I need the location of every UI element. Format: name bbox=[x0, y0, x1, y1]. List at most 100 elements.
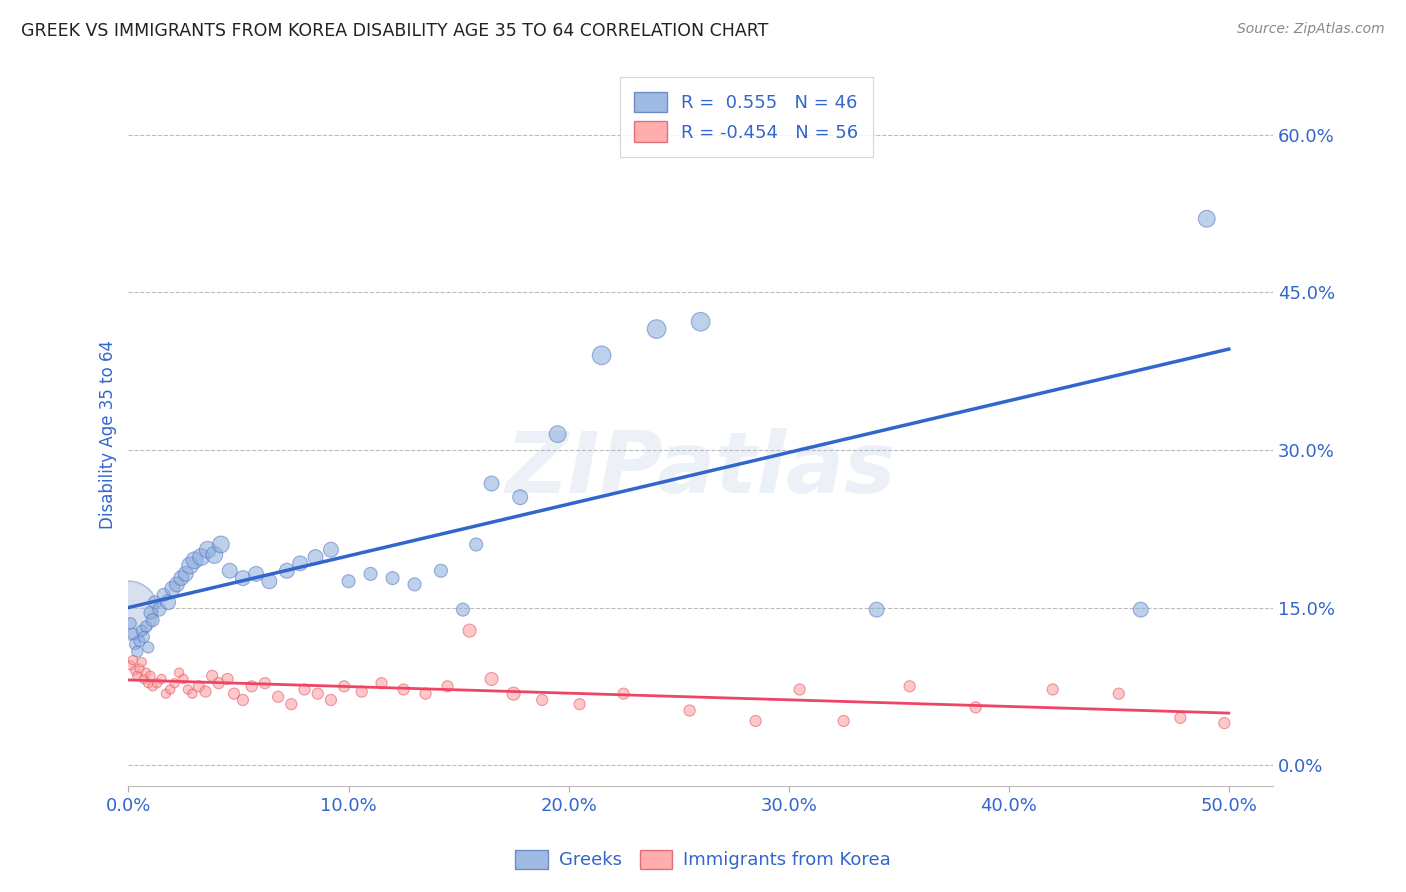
Point bbox=[217, 672, 239, 686]
Point bbox=[1108, 687, 1130, 701]
Point bbox=[547, 427, 569, 442]
Point bbox=[159, 682, 181, 697]
Point bbox=[157, 595, 180, 609]
Point bbox=[319, 542, 342, 557]
Point bbox=[142, 613, 165, 627]
Point bbox=[350, 684, 373, 698]
Point bbox=[232, 571, 254, 585]
Point bbox=[337, 574, 360, 589]
Point bbox=[183, 553, 205, 567]
Point bbox=[155, 687, 177, 701]
Point bbox=[866, 602, 889, 616]
Point bbox=[415, 687, 437, 701]
Point bbox=[177, 682, 200, 697]
Point bbox=[132, 630, 155, 644]
Point bbox=[135, 665, 157, 680]
Point bbox=[458, 624, 481, 638]
Point bbox=[128, 661, 150, 675]
Point bbox=[218, 564, 240, 578]
Point bbox=[127, 669, 149, 683]
Point bbox=[898, 679, 921, 693]
Point bbox=[965, 700, 987, 714]
Point bbox=[190, 550, 212, 565]
Point bbox=[502, 687, 524, 701]
Point bbox=[531, 693, 554, 707]
Point bbox=[294, 682, 316, 697]
Point bbox=[240, 679, 263, 693]
Point bbox=[1129, 602, 1152, 616]
Point bbox=[288, 557, 311, 571]
Point bbox=[139, 669, 162, 683]
Point bbox=[128, 634, 150, 648]
Legend: R =  0.555   N = 46, R = -0.454   N = 56: R = 0.555 N = 46, R = -0.454 N = 56 bbox=[620, 77, 873, 157]
Point bbox=[232, 693, 254, 707]
Point bbox=[142, 679, 165, 693]
Point bbox=[381, 571, 404, 585]
Point bbox=[1213, 716, 1236, 731]
Point bbox=[645, 322, 668, 336]
Point bbox=[127, 645, 149, 659]
Point bbox=[202, 548, 225, 562]
Point bbox=[1195, 211, 1218, 226]
Point bbox=[430, 564, 453, 578]
Point bbox=[208, 676, 231, 690]
Point bbox=[280, 697, 302, 711]
Text: ZIPatlas: ZIPatlas bbox=[506, 428, 896, 511]
Point bbox=[392, 682, 415, 697]
Point bbox=[678, 704, 700, 718]
Point bbox=[163, 676, 186, 690]
Text: Source: ZipAtlas.com: Source: ZipAtlas.com bbox=[1237, 22, 1385, 37]
Point bbox=[124, 637, 146, 651]
Point bbox=[253, 676, 276, 690]
Point bbox=[509, 490, 531, 504]
Point bbox=[181, 687, 204, 701]
Point bbox=[789, 682, 811, 697]
Point bbox=[194, 684, 217, 698]
Point bbox=[120, 658, 142, 673]
Point bbox=[224, 687, 246, 701]
Point bbox=[117, 602, 139, 616]
Point bbox=[451, 602, 474, 616]
Point bbox=[173, 672, 195, 686]
Point bbox=[259, 574, 281, 589]
Point bbox=[209, 537, 232, 551]
Point bbox=[267, 690, 290, 704]
Point bbox=[436, 679, 458, 693]
Point bbox=[170, 571, 193, 585]
Point bbox=[1042, 682, 1064, 697]
Legend: Greeks, Immigrants from Korea: Greeks, Immigrants from Korea bbox=[506, 841, 900, 879]
Point bbox=[613, 687, 636, 701]
Point bbox=[152, 588, 174, 602]
Point bbox=[404, 577, 426, 591]
Point bbox=[150, 672, 173, 686]
Point bbox=[187, 679, 209, 693]
Point bbox=[124, 664, 146, 678]
Point bbox=[370, 676, 392, 690]
Point bbox=[276, 564, 298, 578]
Point bbox=[131, 624, 153, 638]
Point bbox=[481, 672, 503, 686]
Point bbox=[197, 542, 219, 557]
Point bbox=[333, 679, 356, 693]
Y-axis label: Disability Age 35 to 64: Disability Age 35 to 64 bbox=[100, 340, 117, 529]
Point bbox=[136, 676, 159, 690]
Point bbox=[132, 672, 155, 686]
Point bbox=[122, 653, 145, 667]
Point bbox=[166, 577, 188, 591]
Point bbox=[832, 714, 855, 728]
Point bbox=[136, 640, 159, 655]
Point bbox=[744, 714, 766, 728]
Point bbox=[245, 566, 267, 581]
Point bbox=[139, 606, 162, 620]
Point bbox=[465, 537, 488, 551]
Point bbox=[689, 315, 711, 329]
Text: GREEK VS IMMIGRANTS FROM KOREA DISABILITY AGE 35 TO 64 CORRELATION CHART: GREEK VS IMMIGRANTS FROM KOREA DISABILIT… bbox=[21, 22, 769, 40]
Point bbox=[167, 665, 190, 680]
Point bbox=[591, 348, 613, 362]
Point bbox=[174, 566, 197, 581]
Point bbox=[304, 550, 326, 565]
Point bbox=[122, 627, 145, 641]
Point bbox=[1170, 711, 1192, 725]
Point bbox=[481, 476, 503, 491]
Point bbox=[148, 602, 170, 616]
